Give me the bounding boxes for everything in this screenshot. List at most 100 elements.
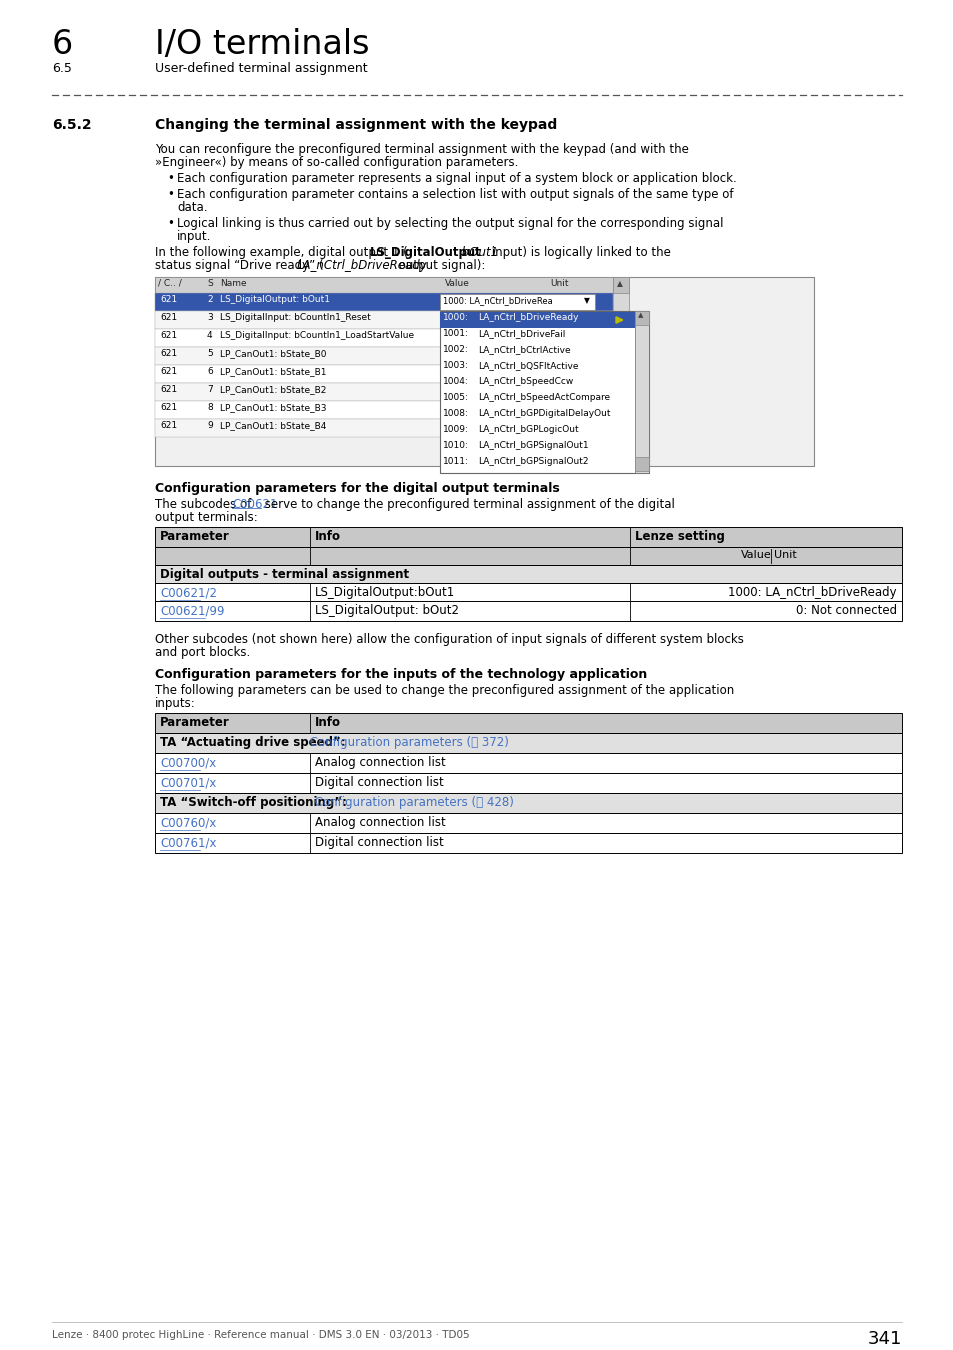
Text: LP_CanOut1: bState_B3: LP_CanOut1: bState_B3 <box>220 404 326 412</box>
Text: LA_nCtrl_bDriveFail: LA_nCtrl_bDriveFail <box>477 329 565 338</box>
Text: 9: 9 <box>207 421 213 431</box>
Text: 621: 621 <box>160 296 177 304</box>
Bar <box>154 813 901 833</box>
Text: data.: data. <box>177 201 208 215</box>
Text: 621: 621 <box>160 331 177 340</box>
Text: LP_CanOut1: bState_B1: LP_CanOut1: bState_B1 <box>220 367 326 377</box>
Text: Value: Value <box>740 549 771 560</box>
Text: LA_nCtrl_bGPSignalOut1: LA_nCtrl_bGPSignalOut1 <box>477 441 588 450</box>
Text: LA_nCtrl_bGPSignalOut2: LA_nCtrl_bGPSignalOut2 <box>477 458 588 466</box>
Text: 1000:: 1000: <box>442 313 468 323</box>
Bar <box>154 383 613 401</box>
Bar <box>635 458 648 471</box>
Text: Parameter: Parameter <box>160 716 230 729</box>
Text: 621: 621 <box>160 421 177 431</box>
Text: LP_CanOut1: bState_B2: LP_CanOut1: bState_B2 <box>220 385 326 394</box>
Text: Info: Info <box>314 716 340 729</box>
Text: 1003:: 1003: <box>441 367 467 377</box>
Text: 8: 8 <box>207 404 213 412</box>
Text: Digital outputs - terminal assignment: Digital outputs - terminal assignment <box>160 568 409 580</box>
Text: Digital connection list: Digital connection list <box>314 776 443 788</box>
Text: LA_nCtrl_bSpeedActCompare: LA_nCtrl_bSpeedActCompare <box>490 404 621 412</box>
Bar <box>154 401 613 418</box>
Text: LA_nCtrl_bQSFltActive: LA_nCtrl_bQSFltActive <box>477 360 578 370</box>
Text: 6.5.2: 6.5.2 <box>52 117 91 132</box>
Text: C00621: C00621 <box>232 498 277 512</box>
Text: LP_CanOut1: bState_B4: LP_CanOut1: bState_B4 <box>220 421 326 431</box>
Bar <box>154 547 901 566</box>
Text: input.: input. <box>177 230 212 243</box>
Text: LP_CanOut1: bState_B0: LP_CanOut1: bState_B0 <box>220 350 326 358</box>
Bar <box>154 792 901 813</box>
Text: output terminals:: output terminals: <box>154 512 257 524</box>
Text: •: • <box>167 188 173 201</box>
Bar <box>154 833 901 853</box>
Text: and port blocks.: and port blocks. <box>154 647 250 659</box>
Text: Logical linking is thus carried out by selecting the output signal for the corre: Logical linking is thus carried out by s… <box>177 217 722 230</box>
Bar <box>439 310 648 472</box>
Text: 1005:: 1005: <box>442 393 468 402</box>
Text: In the following example, digital output 1 (: In the following example, digital output… <box>154 246 407 259</box>
Text: LA_nCtrl_bGPLogicOut: LA_nCtrl_bGPLogicOut <box>477 425 578 433</box>
Text: 5: 5 <box>207 350 213 358</box>
Text: 1000: LA_nCtrl_bDriveRea: 1000: LA_nCtrl_bDriveRea <box>442 296 552 305</box>
Bar <box>154 347 613 364</box>
Text: LS_DigitalOutput: bOut2: LS_DigitalOutput: bOut2 <box>314 603 458 617</box>
Text: 1004:: 1004: <box>442 377 468 386</box>
Text: LS_DigitalOutput: LS_DigitalOutput <box>370 246 481 259</box>
Text: The following parameters can be used to change the preconfigured assignment of t: The following parameters can be used to … <box>154 684 734 697</box>
Text: •: • <box>167 171 173 185</box>
Text: Each configuration parameter represents a signal input of a system block or appl: Each configuration parameter represents … <box>177 171 736 185</box>
Bar <box>154 526 901 547</box>
Bar <box>154 277 613 293</box>
Text: 3: 3 <box>207 313 213 323</box>
Text: ▲: ▲ <box>617 279 622 288</box>
Text: 1000: LA_nCtrl_bDriveReady: 1000: LA_nCtrl_bDriveReady <box>727 586 896 599</box>
Text: C00621/2: C00621/2 <box>160 586 216 599</box>
Bar <box>154 601 901 621</box>
Text: LA_nCtrl_bDriveFail: LA_nCtrl_bDriveFail <box>490 331 577 340</box>
Text: Other subcodes (not shown here) allow the configuration of input signals of diff: Other subcodes (not shown here) allow th… <box>154 633 743 647</box>
Text: 6.5: 6.5 <box>52 62 71 76</box>
Text: C00761/x: C00761/x <box>160 836 216 849</box>
Bar <box>154 293 613 310</box>
Text: 1011:: 1011: <box>442 458 468 466</box>
Text: LA_nCtrl_bCtrlActive: LA_nCtrl_bCtrlActive <box>490 350 582 358</box>
Text: LS_DigitalInput: bCountIn1_LoadStartValue: LS_DigitalInput: bCountIn1_LoadStartValu… <box>220 331 414 340</box>
Text: Lenze setting: Lenze setting <box>635 531 724 543</box>
Text: LA_nCtrl_bCtrlActive: LA_nCtrl_bCtrlActive <box>477 346 570 354</box>
Text: Configuration parameters (⬜ 372): Configuration parameters (⬜ 372) <box>306 736 508 749</box>
Text: •: • <box>167 217 173 230</box>
Text: 1002:: 1002: <box>441 350 467 358</box>
Text: Each configuration parameter contains a selection list with output signals of th: Each configuration parameter contains a … <box>177 188 733 201</box>
Text: / C.. /: / C.. / <box>158 279 182 288</box>
Text: Value: Value <box>444 279 470 288</box>
Text: I/O terminals: I/O terminals <box>154 28 369 61</box>
Bar <box>154 329 613 347</box>
Text: Configuration parameters for the inputs of the technology application: Configuration parameters for the inputs … <box>154 668 646 680</box>
Text: output signal):: output signal): <box>395 259 484 271</box>
Text: 1008:: 1008: <box>442 409 468 418</box>
Bar <box>613 277 628 466</box>
Text: ▲: ▲ <box>638 312 642 319</box>
Text: User-defined terminal assignment: User-defined terminal assignment <box>154 62 367 76</box>
Text: LA_nCtrl_bGPDigitalDelayOut: LA_nCtrl_bGPDigitalDelayOut <box>477 409 610 418</box>
Text: Changing the terminal assignment with the keypad: Changing the terminal assignment with th… <box>154 117 557 132</box>
Bar <box>154 566 901 583</box>
Bar <box>154 713 901 733</box>
Text: 1001:: 1001: <box>442 329 468 338</box>
Text: 1005:: 1005: <box>441 404 467 412</box>
Text: 1001:: 1001: <box>441 331 467 340</box>
Bar <box>154 774 901 792</box>
Bar <box>635 310 648 472</box>
Text: LS_DigitalInput: bCountIn1_Reset: LS_DigitalInput: bCountIn1_Reset <box>220 313 371 323</box>
Text: 621: 621 <box>160 404 177 412</box>
Text: 6: 6 <box>52 28 73 61</box>
Text: Unit: Unit <box>773 549 796 560</box>
Text: .bOut1: .bOut1 <box>458 246 498 259</box>
Bar <box>154 753 901 774</box>
Text: Analog connection list: Analog connection list <box>314 815 445 829</box>
Text: 621: 621 <box>160 350 177 358</box>
Text: LA_nCtrl_bDriveReady: LA_nCtrl_bDriveReady <box>490 313 590 323</box>
Text: 0: Not connected: 0: Not connected <box>795 603 896 617</box>
